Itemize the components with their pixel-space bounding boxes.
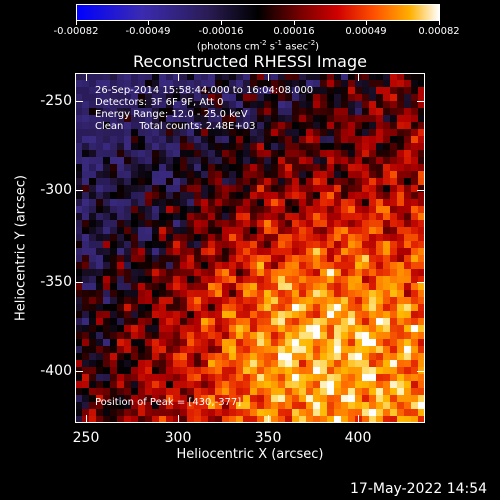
y-tick-label: -300 [40, 182, 72, 198]
rhessi-image [75, 73, 425, 423]
colorbar-tick-label: 0.00049 [345, 26, 387, 37]
y-tick [417, 371, 425, 372]
x-tick [268, 415, 269, 423]
y-tick [75, 101, 83, 102]
detectors-text: Detectors: 3F 6F 9F, Att 0 [95, 97, 224, 108]
x-tick-label: 350 [254, 430, 282, 446]
colorbar [76, 4, 440, 21]
colorbar-tick [366, 21, 367, 25]
x-tick [358, 415, 359, 423]
y-tick-label: -400 [40, 363, 72, 379]
colorbar-tick-label: -0.00082 [53, 26, 99, 37]
date-stamp: 17-May-2022 14:54 [350, 481, 488, 497]
colorbar-tick [221, 21, 222, 25]
colorbar-tick-label: -0.00049 [125, 26, 171, 37]
y-tick [417, 190, 425, 191]
colorbar-units: (photons cm-2 s-1 asec-2) [196, 39, 320, 53]
x-tick [178, 415, 179, 423]
y-tick [75, 190, 83, 191]
y-tick [417, 282, 425, 283]
y-tick [417, 101, 425, 102]
colorbar-tick [148, 21, 149, 25]
x-tick-label: 300 [164, 430, 192, 446]
colorbar-tick-label: -0.00016 [198, 26, 244, 37]
colorbar-tick-label: 0.00082 [418, 26, 460, 37]
y-axis-title: Heliocentric Y (arcsec) [13, 175, 29, 321]
x-tick [268, 73, 269, 81]
plot-title: Reconstructed RHESSI Image [133, 52, 367, 71]
x-tick [358, 73, 359, 81]
colorbar-tick [294, 21, 295, 25]
energy-range-text: Energy Range: 12.0 - 25.0 keV [95, 109, 248, 120]
colorbar-tick [439, 21, 440, 25]
y-tick-label: -250 [40, 93, 72, 109]
y-tick [75, 282, 83, 283]
x-tick [178, 73, 179, 81]
colorbar-tick-label: 0.00016 [273, 26, 315, 37]
peak-position-text: Position of Peak = [430,-377] [95, 397, 242, 408]
x-tick-label: 250 [72, 430, 100, 446]
x-tick [86, 415, 87, 423]
time-range-text: 26-Sep-2014 15:58:44.000 to 16:04:08.000 [95, 85, 314, 96]
colorbar-tick [76, 21, 77, 25]
x-tick-label: 400 [344, 430, 372, 446]
y-tick-label: -350 [40, 274, 72, 290]
x-tick [86, 73, 87, 81]
y-tick [75, 371, 83, 372]
method-counts-text: Clean Total counts: 2.48E+03 [95, 121, 256, 132]
x-axis-title: Heliocentric X (arcsec) [176, 447, 324, 462]
